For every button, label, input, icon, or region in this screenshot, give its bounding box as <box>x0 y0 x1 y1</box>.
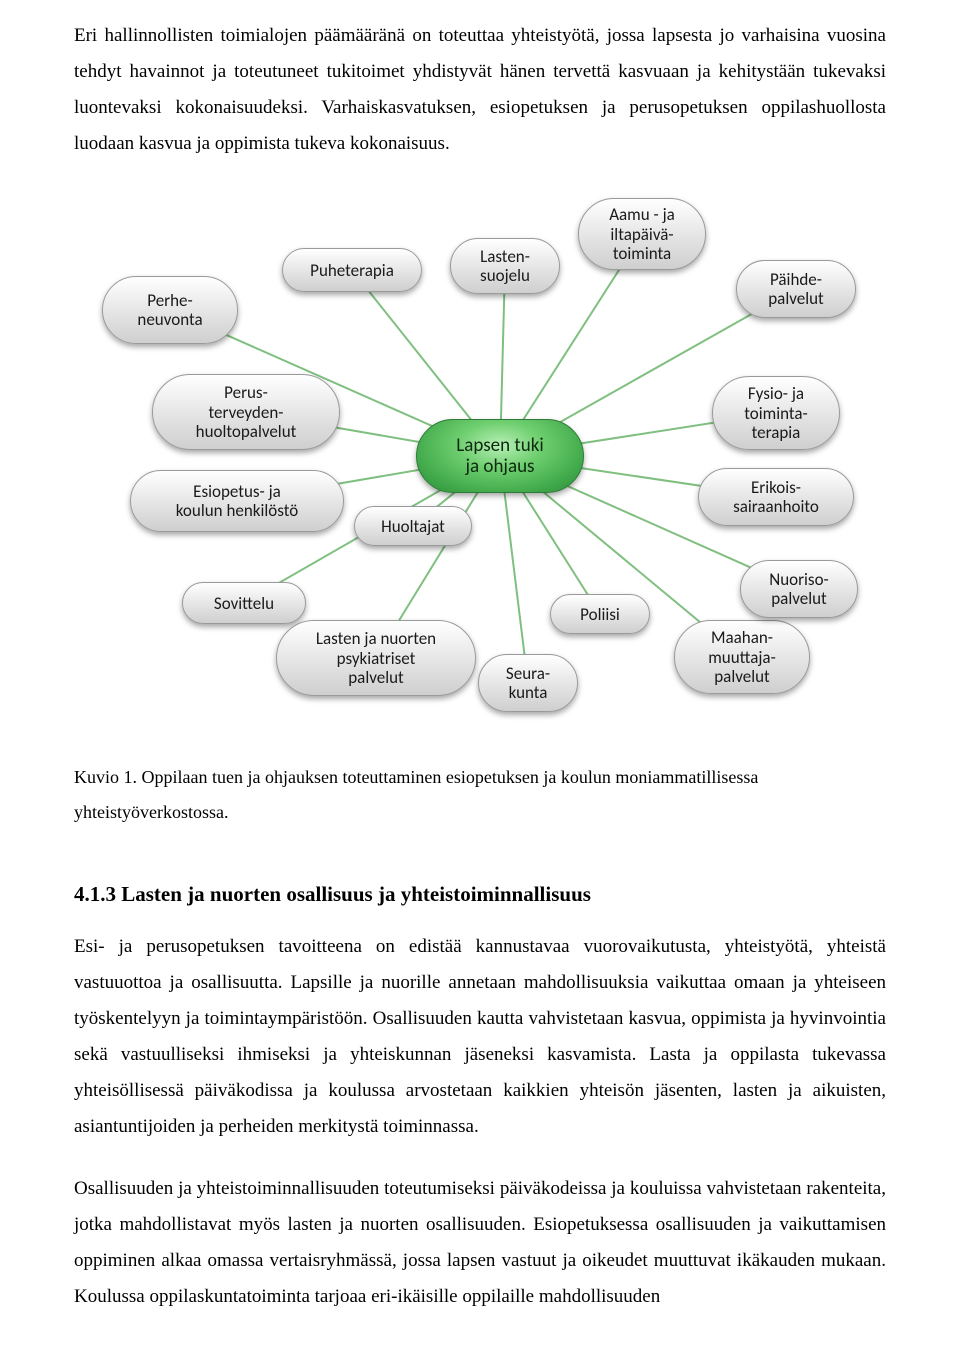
diagram-node-maahan: Maahan- muuttaja- palvelut <box>674 620 810 694</box>
diagram-node-perhe: Perhe- neuvonta <box>102 276 238 344</box>
network-diagram: Lapsen tuki ja ohjaus Perhe- neuvonta Puhe… <box>100 188 860 748</box>
intro-paragraph: Eri hallinnollisten toimialojen päämäärä… <box>74 18 886 162</box>
diagram-node-erikois: Erikois- sairaanhoito <box>698 468 854 526</box>
diagram-node-esiop: Esiopetus- ja koulun henkilöstö <box>130 470 344 532</box>
body-paragraph-1: Esi- ja perusopetuksen tavoitteena on ed… <box>74 929 886 1146</box>
section-heading: 4.1.3 Lasten ja nuorten osallisuus ja yh… <box>74 875 886 915</box>
diagram-node-paihde: Päihde- palvelut <box>736 260 856 318</box>
diagram-node-huolt: Huoltajat <box>354 506 472 546</box>
diagram-node-aamu: Aamu - ja iltapäivä- toiminta <box>578 198 706 270</box>
diagram-node-fysio: Fysio- ja toiminta- terapia <box>712 376 840 450</box>
diagram-center-node: Lapsen tuki ja ohjaus <box>416 419 584 493</box>
diagram-node-perust: Perus- terveyden- huoltopalvelut <box>152 374 340 450</box>
body-paragraph-2: Osallisuuden ja yhteistoiminnallisuuden … <box>74 1171 886 1315</box>
diagram-node-lasten: Lasten- suojelu <box>450 238 560 294</box>
diagram-node-poliisi: Poliisi <box>550 594 650 634</box>
diagram-node-sovit: Sovittelu <box>182 582 306 624</box>
diagram-node-seura: Seura- kunta <box>478 654 578 712</box>
diagram-caption: Kuvio 1. Oppilaan tuen ja ohjauksen tote… <box>74 760 886 828</box>
diagram-node-nuoriso: Nuoriso- palvelut <box>740 560 858 618</box>
diagram-node-puhe: Puheterapia <box>282 248 422 292</box>
diagram-node-lnp: Lasten ja nuorten psykiatriset palvelut <box>276 620 476 696</box>
